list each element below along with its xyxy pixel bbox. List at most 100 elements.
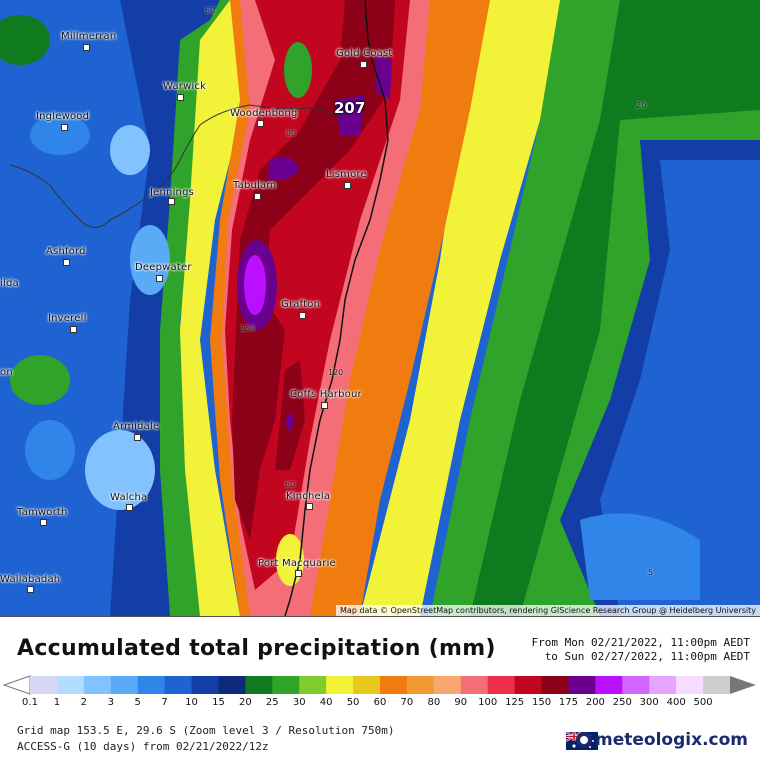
town-marker <box>63 259 70 266</box>
scale-swatch <box>30 676 58 694</box>
scale-swatch <box>218 676 246 694</box>
grid-info: Grid map 153.5 E, 29.6 S (Zoom level 3 /… <box>17 724 395 737</box>
scale-swatch <box>326 676 354 694</box>
town-marker <box>83 44 90 51</box>
contour-label: 150 <box>240 324 256 333</box>
town-marker <box>299 312 306 319</box>
town-marker <box>70 326 77 333</box>
scale-arrow-right <box>730 676 756 694</box>
town-marker <box>168 198 175 205</box>
scale-swatch <box>83 676 112 694</box>
contour-label: 60 <box>205 6 216 15</box>
scale-swatch <box>245 676 273 694</box>
town-marker <box>27 586 34 593</box>
contour-label: 80 <box>286 129 297 138</box>
scale-tick-label: 30 <box>292 697 306 708</box>
scale-swatch <box>676 676 704 694</box>
scale-swatch <box>191 676 219 694</box>
scale-tick-label: 90 <box>454 697 468 708</box>
town-marker <box>40 519 47 526</box>
scale-swatch <box>56 676 85 694</box>
scale-tick-label: 125 <box>505 697 525 708</box>
precipitation-map[interactable]: Millmerran Warwick Inglewood Woodenbong … <box>0 0 760 617</box>
town-label-partial-west-2: on <box>0 367 13 378</box>
period-to: to Sun 02/27/2022, 11:00pm AEDT <box>544 650 750 663</box>
scale-tick-label: 1 <box>53 697 61 708</box>
brand-name: meteologix.com <box>595 730 748 750</box>
max-value-label: 207 <box>334 99 366 117</box>
scale-tick-label: 7 <box>161 697 168 708</box>
scale-tick-label: 80 <box>427 697 441 708</box>
brand-logo-icon <box>576 732 593 748</box>
scale-swatch <box>272 676 300 694</box>
town-label-tabulam: Tabulam <box>233 180 277 191</box>
map-attribution: Map data © OpenStreetMap contributors, r… <box>336 605 760 616</box>
scale-swatch <box>622 676 650 694</box>
scale-swatch <box>380 676 408 694</box>
brand-link[interactable]: meteologix.com <box>576 730 748 750</box>
town-marker <box>321 402 328 409</box>
town-label-kinchela: Kinchela <box>286 491 331 502</box>
period-from: From Mon 02/21/2022, 11:00pm AEDT <box>531 636 750 649</box>
scale-tick-label: 5 <box>134 697 141 708</box>
scale-swatch <box>353 676 381 694</box>
scale-swatch <box>541 676 569 694</box>
contour-label: 5 <box>648 568 654 577</box>
contour-label: 60 <box>285 480 296 489</box>
town-marker <box>254 193 261 200</box>
town-label-coffs-harbour: Coffs Harbour <box>290 389 362 400</box>
scale-tick-label: 15 <box>212 697 225 708</box>
scale-tick-label: 200 <box>585 697 605 708</box>
scale-swatch <box>460 676 489 694</box>
town-label-wallabadah: Wallabadah <box>0 574 61 585</box>
scale-swatch <box>110 676 139 694</box>
scale-swatch <box>514 676 543 694</box>
scale-tick-label: 400 <box>666 697 686 708</box>
town-label-grafton: Grafton <box>281 299 321 310</box>
precipitation-field <box>0 0 760 616</box>
model-info: ACCESS-G (10 days) from 02/21/2022/12z <box>17 740 269 753</box>
town-marker <box>295 570 302 577</box>
town-marker <box>61 124 68 131</box>
scale-tick-label: 250 <box>612 697 632 708</box>
town-label-woodenbong: Woodenbong <box>230 108 298 119</box>
town-label-lismore: Lismore <box>326 169 367 180</box>
scale-swatch <box>568 676 596 694</box>
town-label-jennings: Jennings <box>150 187 195 198</box>
scale-swatch <box>487 676 516 694</box>
scale-swatch <box>406 676 435 694</box>
contour-label: 20 <box>636 101 647 110</box>
contour-label: 120 <box>328 368 344 377</box>
scale-swatch <box>299 676 327 694</box>
scale-tick-label: 50 <box>346 697 360 708</box>
scale-tick-label: 2 <box>80 697 88 708</box>
scale-swatch <box>649 676 677 694</box>
town-label-deepwater: Deepwater <box>135 262 192 273</box>
town-label-armidale: Armidale <box>113 421 160 432</box>
scale-tick-label: 500 <box>693 697 713 708</box>
town-label-gold-coast: Gold Coast <box>336 48 393 59</box>
scale-swatch <box>137 676 166 694</box>
scale-tick-label: 60 <box>373 697 387 708</box>
scale-tick-label: 150 <box>531 697 552 708</box>
town-marker <box>344 182 351 189</box>
color-scale-bar <box>2 675 756 695</box>
town-label-inverell: Inverell <box>48 313 87 324</box>
scale-arrow-left <box>2 675 31 695</box>
scale-swatch <box>595 676 623 694</box>
scale-tick-label: 0.1 <box>22 697 38 708</box>
town-marker <box>360 61 367 68</box>
town-marker <box>257 120 264 127</box>
town-label-partial-west: ilda <box>0 278 19 289</box>
scale-tick-label: 70 <box>400 697 414 708</box>
town-marker <box>177 94 184 101</box>
scale-tick-label: 300 <box>639 697 659 708</box>
scale-swatch <box>164 676 193 694</box>
scale-swatch <box>433 676 462 694</box>
scale-tick-label: 20 <box>239 697 252 708</box>
town-label-warwick: Warwick <box>163 81 207 92</box>
scale-tick-label: 3 <box>107 697 114 708</box>
town-marker <box>134 434 141 441</box>
scale-tick-label: 175 <box>558 697 578 708</box>
scale-tick-label: 10 <box>185 697 198 708</box>
